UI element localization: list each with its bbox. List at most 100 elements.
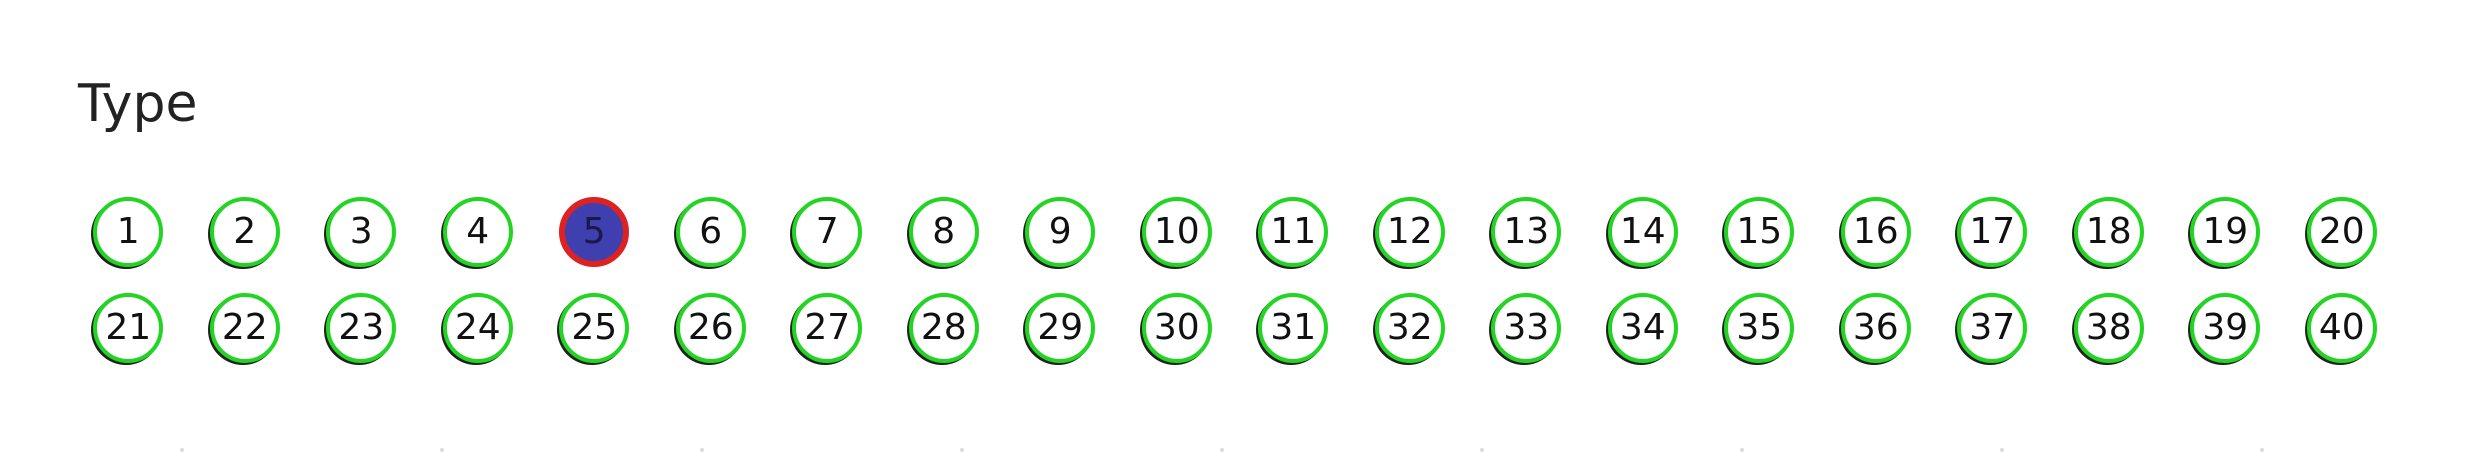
option-label: 31 — [1270, 307, 1317, 348]
option-cell: 34 — [1585, 280, 1702, 376]
option-25-button[interactable]: 25 — [559, 293, 630, 363]
option-cell: 40 — [2284, 280, 2401, 376]
option-13-button[interactable]: 13 — [1491, 197, 1562, 267]
option-5-button[interactable]: 5 — [559, 197, 630, 267]
option-cell: 12 — [1352, 184, 1469, 280]
option-label: 38 — [2085, 307, 2132, 348]
option-4-button[interactable]: 4 — [442, 197, 513, 267]
option-cell: 2 — [187, 184, 304, 280]
option-label: 21 — [105, 307, 152, 348]
option-39-button[interactable]: 39 — [2190, 293, 2261, 363]
option-cell: 15 — [1701, 184, 1818, 280]
option-14-button[interactable]: 14 — [1607, 197, 1678, 267]
option-3-button[interactable]: 3 — [326, 197, 397, 267]
option-27-button[interactable]: 27 — [792, 293, 863, 363]
option-24-button[interactable]: 24 — [442, 293, 513, 363]
option-cell: 14 — [1585, 184, 1702, 280]
option-19-button[interactable]: 19 — [2190, 197, 2261, 267]
option-23-button[interactable]: 23 — [326, 293, 397, 363]
option-label: 33 — [1503, 307, 1550, 348]
option-label: 11 — [1270, 211, 1317, 252]
option-label: 36 — [1852, 307, 1899, 348]
option-16-button[interactable]: 16 — [1840, 197, 1911, 267]
option-36-button[interactable]: 36 — [1840, 293, 1911, 363]
option-35-button[interactable]: 35 — [1724, 293, 1795, 363]
option-label: 17 — [1969, 211, 2016, 252]
option-label: 25 — [571, 307, 618, 348]
option-cell: 29 — [1002, 280, 1119, 376]
option-cell: 16 — [1818, 184, 1935, 280]
option-34-button[interactable]: 34 — [1607, 293, 1678, 363]
option-40-button[interactable]: 40 — [2306, 293, 2377, 363]
option-label: 8 — [932, 211, 956, 252]
option-label: 15 — [1736, 211, 1783, 252]
option-cell: 23 — [303, 280, 420, 376]
option-10-button[interactable]: 10 — [1141, 197, 1212, 267]
option-cell: 33 — [1468, 280, 1585, 376]
option-label: 27 — [804, 307, 851, 348]
option-label: 12 — [1386, 211, 1433, 252]
option-label: 3 — [349, 211, 373, 252]
option-cell: 26 — [653, 280, 770, 376]
option-label: 7 — [815, 211, 839, 252]
option-label: 30 — [1153, 307, 1200, 348]
option-38-button[interactable]: 38 — [2073, 293, 2144, 363]
option-cell: 38 — [2051, 280, 2168, 376]
option-label: 32 — [1386, 307, 1433, 348]
option-20-button[interactable]: 20 — [2306, 197, 2377, 267]
option-cell: 30 — [1119, 280, 1236, 376]
option-21-button[interactable]: 21 — [93, 293, 164, 363]
option-1-button[interactable]: 1 — [93, 197, 164, 267]
option-label: 26 — [687, 307, 734, 348]
option-label: 35 — [1736, 307, 1783, 348]
option-30-button[interactable]: 30 — [1141, 293, 1212, 363]
option-cell: 39 — [2167, 280, 2284, 376]
option-12-button[interactable]: 12 — [1374, 197, 1445, 267]
option-cell: 5 — [536, 184, 653, 280]
option-label: 29 — [1037, 307, 1084, 348]
option-row: 21 22 23 24 25 26 27 28 29 30 31 32 33 34 35 36 37 38 39 40 — [70, 280, 2400, 376]
option-6-button[interactable]: 6 — [675, 197, 746, 267]
option-label: 37 — [1969, 307, 2016, 348]
option-label: 40 — [2318, 307, 2365, 348]
option-33-button[interactable]: 33 — [1491, 293, 1562, 363]
option-15-button[interactable]: 15 — [1724, 197, 1795, 267]
option-11-button[interactable]: 11 — [1258, 197, 1329, 267]
option-label: 23 — [338, 307, 385, 348]
option-37-button[interactable]: 37 — [1957, 293, 2028, 363]
option-label: 14 — [1619, 211, 1666, 252]
option-cell: 37 — [1934, 280, 2051, 376]
type-heading: Type — [78, 74, 198, 134]
option-2-button[interactable]: 2 — [209, 197, 280, 267]
option-cell: 6 — [653, 184, 770, 280]
option-label: 22 — [221, 307, 268, 348]
option-17-button[interactable]: 17 — [1957, 197, 2028, 267]
option-cell: 13 — [1468, 184, 1585, 280]
type-option-grid: 1 2 3 4 5 6 7 8 9 10 11 12 13 14 15 16 17 18 19 20 21 22 23 24 2… — [70, 184, 2400, 376]
option-7-button[interactable]: 7 — [792, 197, 863, 267]
option-cell: 19 — [2167, 184, 2284, 280]
option-cell: 4 — [420, 184, 537, 280]
option-cell: 18 — [2051, 184, 2168, 280]
option-label: 19 — [2202, 211, 2249, 252]
option-label: 9 — [1048, 211, 1072, 252]
option-row: 1 2 3 4 5 6 7 8 9 10 11 12 13 14 15 16 17 18 19 20 — [70, 184, 2400, 280]
option-label: 20 — [2318, 211, 2365, 252]
option-8-button[interactable]: 8 — [908, 197, 979, 267]
option-cell: 27 — [769, 280, 886, 376]
option-label: 10 — [1153, 211, 1200, 252]
option-29-button[interactable]: 29 — [1025, 293, 1096, 363]
option-cell: 9 — [1002, 184, 1119, 280]
option-18-button[interactable]: 18 — [2073, 197, 2144, 267]
option-cell: 8 — [886, 184, 1003, 280]
option-28-button[interactable]: 28 — [908, 293, 979, 363]
option-32-button[interactable]: 32 — [1374, 293, 1445, 363]
option-22-button[interactable]: 22 — [209, 293, 280, 363]
option-cell: 11 — [1235, 184, 1352, 280]
option-cell: 10 — [1119, 184, 1236, 280]
option-31-button[interactable]: 31 — [1258, 293, 1329, 363]
option-9-button[interactable]: 9 — [1025, 197, 1096, 267]
option-label: 34 — [1619, 307, 1666, 348]
option-26-button[interactable]: 26 — [675, 293, 746, 363]
option-label: 28 — [920, 307, 967, 348]
